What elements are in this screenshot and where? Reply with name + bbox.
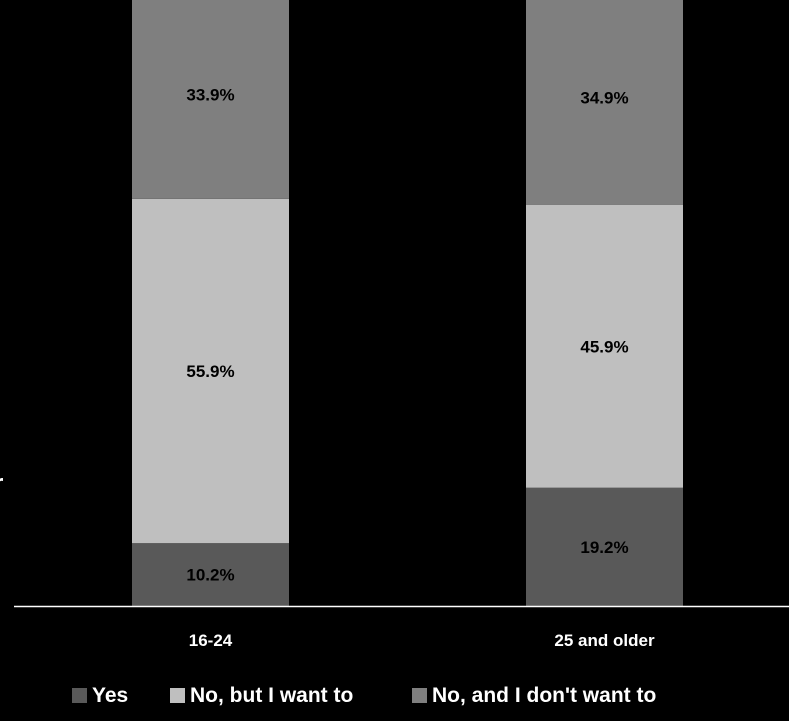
data-label-no-but-i-want-to-25-and-older: 45.9% <box>580 337 628 356</box>
legend-label-yes: Yes <box>92 684 128 707</box>
bar-segment-yes-16-24 <box>132 543 289 606</box>
data-label-no-but-i-want-to-16-24: 55.9% <box>186 362 234 381</box>
legend-swatch-no-but-i-want-to <box>170 688 185 703</box>
legend-swatch-no-and-i-don-t-want-to <box>412 688 427 703</box>
legend-label-no-and-i-don-t-want-to: No, and I don't want to <box>432 684 656 707</box>
category-label-25-and-older: 25 and older <box>554 631 655 650</box>
bar-segment-no-but-i-want-to-16-24 <box>132 198 289 544</box>
category-label-16-24: 16-24 <box>189 631 233 650</box>
legend-swatch-yes <box>72 688 87 703</box>
data-label-no-and-i-don-t-want-to-16-24: 33.9% <box>186 85 234 104</box>
bar-segment-no-but-i-want-to-25-and-older <box>526 204 683 488</box>
category-labels-group: 16-24 25 and older <box>189 631 655 650</box>
bar-segment-no-and-i-don-t-want-to-25-and-older <box>526 0 683 205</box>
bar-segment-no-and-i-don-t-want-to-16-24 <box>132 0 289 199</box>
legend: Yes No, but I want to No, and I don't want… <box>72 684 656 707</box>
data-label-no-and-i-don-t-want-to-25-and-older: 34.9% <box>580 88 628 107</box>
legend-label-no-but-i-want-to: No, but I want to <box>190 684 353 707</box>
bars-group <box>132 0 683 606</box>
data-label-yes-25-and-older: 19.2% <box>580 538 628 557</box>
bar-segment-yes-25-and-older <box>526 487 683 606</box>
clipped-axis-title-fragment: r <box>0 472 3 496</box>
data-labels-group: 10.2% 55.9% 33.9% 19.2% 45.9% 34.9% <box>186 85 628 584</box>
data-label-yes-16-24: 10.2% <box>186 566 234 585</box>
